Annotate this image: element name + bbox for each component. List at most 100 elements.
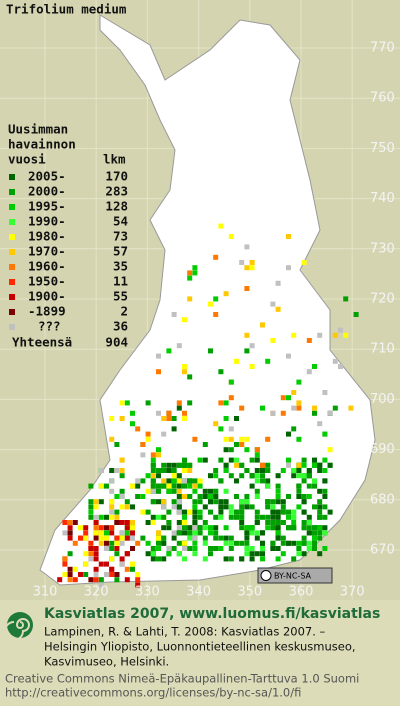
occurrence-square [182,525,187,531]
occurrence-square [322,468,328,473]
occurrence-square [182,457,187,463]
occurrence-square [135,494,141,499]
occurrence-square [124,504,130,510]
occurrence-square [192,525,198,531]
occurrence-square [301,509,307,515]
legend-label: 1980- [28,229,66,244]
occurrence-square [93,535,99,541]
northing-label: 730 [370,241,395,256]
occurrence-square [135,572,141,577]
legend-swatch [9,189,15,195]
occurrence-square [260,556,265,562]
occurrence-square [109,546,115,551]
occurrence-square [296,468,302,473]
occurrence-square [182,410,187,416]
occurrence-square [156,514,161,520]
occurrence-square [130,530,135,536]
occurrence-square [171,426,177,432]
occurrence-square [161,431,167,437]
occurrence-square [291,468,297,473]
occurrence-square [202,535,208,541]
occurrence-square [197,499,203,505]
occurrence-square [124,525,130,531]
occurrence-square [208,551,213,557]
occurrence-square [301,457,307,463]
occurrence-square [249,530,255,536]
occurrence-square [176,473,182,479]
legend-label: 2000- [28,184,66,199]
occurrence-square [270,504,276,510]
occurrence-square [156,556,161,562]
occurrence-square [234,416,239,421]
occurrence-square [280,499,286,505]
occurrence-square [72,540,78,546]
occurrence-square [98,468,104,473]
occurrence-squares [57,223,359,588]
occurrence-square [78,525,83,531]
occurrence-square [249,483,255,489]
occurrence-square [166,509,172,515]
legend-count: 170 [105,169,128,184]
occurrence-square [286,514,291,520]
occurrence-square [213,494,219,499]
occurrence-square [322,478,328,484]
occurrence-square [322,514,328,520]
occurrence-square [208,499,213,505]
logo [4,612,33,641]
occurrence-square [296,540,302,546]
occurrence-square [322,525,328,531]
legend-swatch [9,309,15,315]
occurrence-square [296,488,302,494]
occurrence-square [244,535,250,541]
occurrence-square [296,494,302,499]
occurrence-square [176,499,182,505]
occurrence-square [286,457,291,463]
occurrence-square [124,499,130,505]
occurrence-square [218,514,224,520]
occurrence-square [301,260,307,265]
occurrence-square [306,338,312,343]
occurrence-square [145,431,151,437]
occurrence-square [275,556,281,562]
occurrence-square [176,525,182,531]
occurrence-square [176,343,182,349]
badge-text: BY-NC-SA [274,572,312,581]
occurrence-square [239,442,245,447]
occurrence-square [223,400,229,406]
easting-label: 350 [237,585,262,600]
occurrence-square [254,520,260,525]
legend-heading: havainnon [8,137,76,152]
occurrence-square [296,504,302,510]
occurrence-square [93,577,99,583]
badge-box [257,567,333,584]
citation-line: Kasvimuseo, Helsinki. [44,655,169,669]
occurrence-square [176,520,182,525]
occurrence-square [265,504,271,510]
occurrence-square [98,525,104,531]
occurrence-square [67,566,73,572]
occurrence-square [306,540,312,546]
occurrence-square [104,561,109,567]
occurrence-square [202,488,208,494]
occurrence-square [280,504,286,510]
occurrence-square [130,561,135,567]
occurrence-square [275,483,281,489]
occurrence-square [306,525,312,531]
occurrence-square [197,494,203,499]
occurrence-square [223,436,229,442]
occurrence-square [166,520,172,525]
occurrence-square [270,301,276,307]
legend-swatch [9,294,15,300]
occurrence-square [270,525,276,531]
occurrence-square [62,561,68,567]
occurrence-square [332,405,338,411]
occurrence-square [239,436,245,442]
occurrence-square [275,494,281,499]
occurrence-square [306,514,312,520]
occurrence-square [88,551,94,557]
occurrence-square [176,488,182,494]
occurrence-square [145,551,151,557]
occurrence-square [296,473,302,479]
occurrence-square [161,416,167,421]
